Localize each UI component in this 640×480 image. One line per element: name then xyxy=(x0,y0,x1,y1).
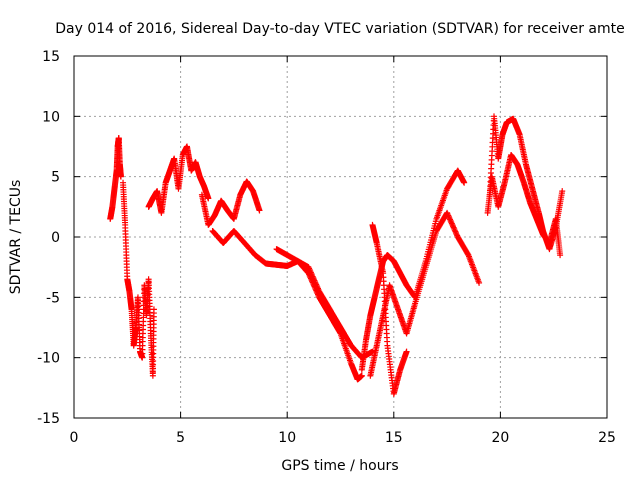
series-seg3 xyxy=(145,143,212,216)
data-point xyxy=(557,252,564,259)
y-axis-label: SDTVAR / TECUs xyxy=(8,180,24,295)
data-points xyxy=(107,113,566,397)
chart-title: Day 014 of 2016, Sidereal Day-to-day VTE… xyxy=(55,21,625,37)
x-tick-label: 10 xyxy=(278,430,296,446)
x-tick-label: 5 xyxy=(176,430,185,446)
data-point xyxy=(403,348,410,355)
y-tick-label: 5 xyxy=(51,170,60,186)
x-tick-label: 0 xyxy=(70,430,79,446)
x-axis-label: GPS time / hours xyxy=(281,458,398,474)
x-tick-label: 20 xyxy=(491,430,509,446)
y-tick-label: -10 xyxy=(37,351,60,367)
data-point xyxy=(150,306,157,313)
data-point xyxy=(461,179,468,186)
plot-frame xyxy=(73,55,608,419)
x-tick-label: 25 xyxy=(598,430,616,446)
series-seg2 xyxy=(120,179,157,379)
series-seg11 xyxy=(484,151,564,259)
data-point xyxy=(205,195,212,202)
x-tick-label: 15 xyxy=(385,430,403,446)
series-seg4 xyxy=(198,178,263,228)
data-point xyxy=(476,279,483,286)
data-point xyxy=(358,372,365,379)
y-tick-label: -5 xyxy=(46,290,60,306)
series-seg6 xyxy=(273,246,376,361)
grid xyxy=(74,56,607,418)
axis-ticks: 0 5 10 15 20 25 -15 -10 -5 0 5 10 15 xyxy=(37,49,616,446)
y-tick-label: 10 xyxy=(42,109,60,125)
y-tick-label: 15 xyxy=(42,49,60,65)
data-point xyxy=(256,207,263,214)
series-seg7 xyxy=(358,167,468,373)
data-point xyxy=(559,188,566,195)
series-seg8 xyxy=(369,221,410,397)
data-point xyxy=(117,173,124,180)
y-tick-label: 0 xyxy=(51,230,60,246)
series-seg1 xyxy=(107,135,124,222)
y-tick-label: -15 xyxy=(37,411,60,427)
series-seg9 xyxy=(367,209,483,379)
